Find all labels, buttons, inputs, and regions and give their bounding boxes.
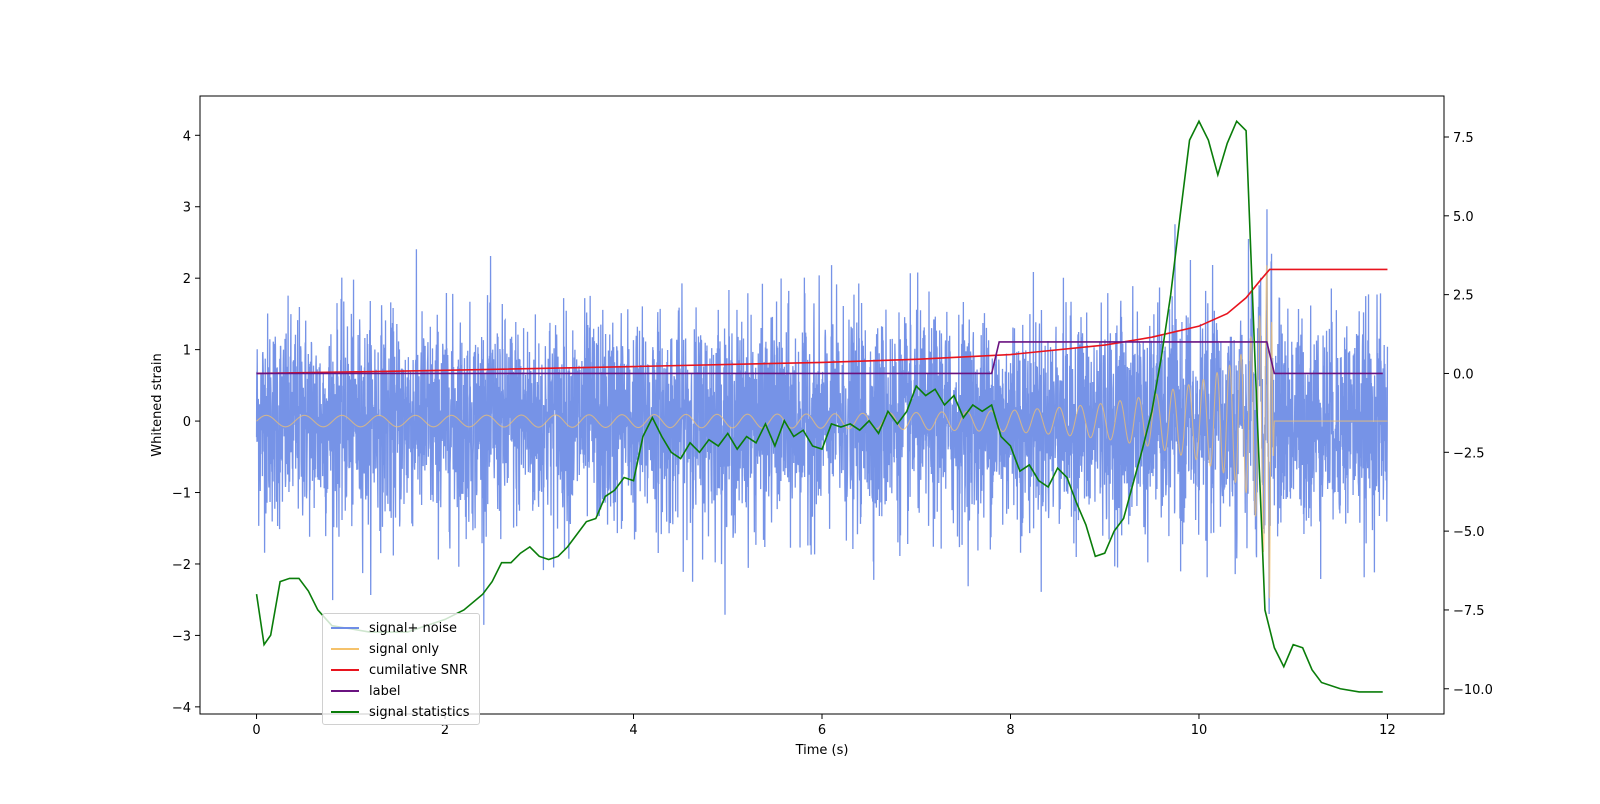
y-left-tick-label-7: 3: [183, 201, 191, 216]
series-signal-statistics: [255, 119, 1383, 693]
legend-label-cumulative-snr: cumilative SNR: [369, 662, 468, 678]
series-signal-only: [256, 265, 1388, 599]
legend-swatch-signal-statistics: [331, 711, 359, 713]
y-axis-label: Whitened strain: [150, 353, 165, 456]
y-left-tick-label-6: 2: [183, 272, 191, 287]
x-tick-label-3: 6: [818, 723, 826, 738]
x-tick-label-6: 12: [1379, 723, 1396, 738]
x-tick-label-1: 2: [441, 723, 449, 738]
y-left-tick-label-8: 4: [183, 129, 191, 144]
y-left-tick-label-5: 1: [183, 344, 191, 359]
y-left-axis: −4 −3 −2 −1 0 1 2 3 4: [172, 129, 200, 716]
series-label: [256, 341, 1383, 375]
y-right-tick-label-7: 7.5: [1453, 131, 1474, 146]
legend-item-signal-only: signal only: [331, 639, 439, 659]
legend-label-signal-noise: signal+ noise: [369, 620, 458, 636]
legend-item-signal-statistics: signal statistics: [331, 702, 470, 722]
y-right-tick-label-0: −10.0: [1453, 683, 1493, 698]
x-tick-label-0: 0: [252, 723, 260, 738]
legend-item-signal-noise: signal+ noise: [331, 618, 457, 638]
legend-item-label: label: [331, 681, 400, 701]
y-right-axis: −10.0 −7.5 −5.0 −2.5 0.0 2.5 5.0 7.5: [1444, 131, 1493, 698]
x-tick-label-4: 8: [1006, 723, 1014, 738]
legend-swatch-signal-noise: [331, 627, 359, 629]
x-tick-label-5: 10: [1191, 723, 1208, 738]
series-signal-noise: [255, 209, 1389, 625]
legend-item-cumulative-snr: cumilative SNR: [331, 660, 468, 680]
y-left-tick-label-1: −3: [172, 629, 191, 644]
x-axis-label: Time (s): [795, 743, 849, 758]
y-right-tick-label-2: −5.0: [1453, 525, 1485, 540]
legend-label-signal-statistics: signal statistics: [369, 704, 470, 720]
y-left-tick-label-3: −1: [172, 487, 191, 502]
y-right-tick-label-5: 2.5: [1453, 289, 1474, 304]
y-left-tick-label-4: 0: [183, 415, 191, 430]
legend-swatch-signal-only: [331, 648, 359, 650]
x-tick-label-2: 4: [629, 723, 637, 738]
series-layer: [255, 119, 1389, 693]
y-right-tick-label-6: 5.0: [1453, 210, 1474, 225]
x-axis: 0 2 4 6 8 10 12: [252, 714, 1396, 738]
y-right-tick-label-4: 0.0: [1453, 367, 1474, 382]
legend: signal+ noise signal only cumilative SNR…: [322, 613, 480, 725]
legend-swatch-label: [331, 690, 359, 692]
y-right-tick-label-1: −7.5: [1453, 604, 1485, 619]
y-left-tick-label-0: −4: [172, 701, 191, 716]
legend-label-label: label: [369, 683, 401, 699]
legend-label-signal-only: signal only: [369, 641, 440, 657]
y-left-tick-label-2: −2: [172, 558, 191, 573]
y-right-tick-label-3: −2.5: [1453, 446, 1485, 461]
legend-swatch-cumulative-snr: [331, 669, 359, 671]
